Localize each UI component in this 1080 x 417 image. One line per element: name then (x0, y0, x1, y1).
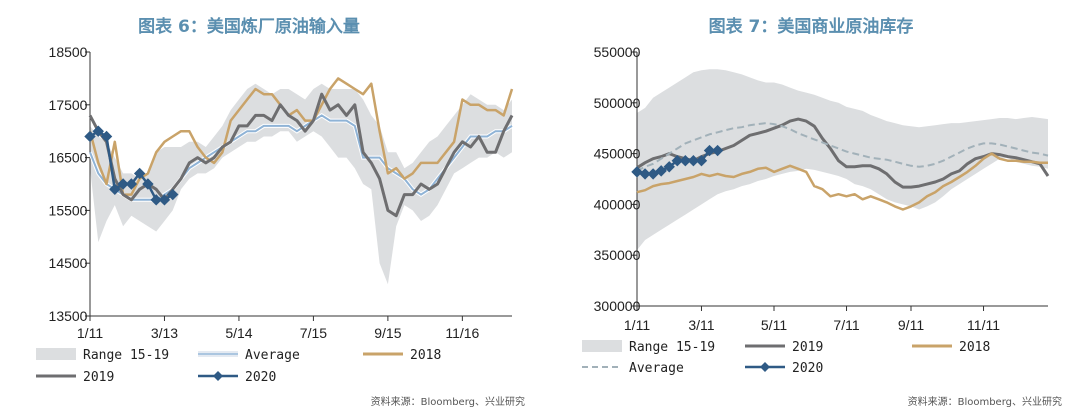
chart7-x-tick-label: 3/11 (688, 317, 714, 333)
legend-label: 2018 (410, 348, 441, 363)
chart6-point-2020 (117, 178, 129, 190)
chart7-x-tick-label: 1/11 (624, 317, 650, 333)
chart6-point-2020 (100, 130, 113, 143)
legend-label: Average (629, 361, 684, 376)
chart6-point-2020 (150, 194, 162, 206)
chart6-point-2020 (167, 188, 179, 201)
chart6-point-2020 (109, 183, 121, 195)
chart7-point-2020 (655, 165, 667, 177)
chart6-y-tick-label: 15500 (49, 202, 88, 218)
chart7-series-2018 (636, 152, 1048, 211)
chart7-x-tick-label: 11/11 (967, 317, 1000, 333)
chart7-source: 资料来源：Bloomberg、兴业研究 (908, 395, 1062, 408)
chart6-x-tick-label: 7/15 (300, 325, 327, 341)
chart7-point-2020 (631, 166, 643, 178)
chart7-point-2020 (679, 155, 692, 167)
chart7-series-average (636, 122, 1049, 172)
chart7-legend-item-range-15-19: Range 15-19 (582, 340, 715, 355)
chart6-point-2020 (142, 178, 154, 190)
chart7-x-tick-label: 5/11 (761, 317, 787, 333)
chart6-y-tick-label: 14500 (49, 255, 88, 271)
chart7-y-tick-label: 500000 (594, 95, 641, 111)
legend-label: 2019 (792, 340, 823, 355)
legend-label: Range 15-19 (629, 340, 715, 355)
chart6-x-tick-label: 9/15 (374, 325, 401, 341)
chart7-y-tick-label: 450000 (594, 146, 641, 162)
chart6-legend-item-range-15-19: Range 15-19 (36, 348, 169, 363)
chart6-x-tick-label: 3/13 (151, 325, 178, 341)
chart7-legend-item-2018: 2018 (912, 340, 990, 355)
chart6-x-tick-label: 11/16 (445, 325, 479, 341)
legend-label: Range 15-19 (83, 348, 169, 363)
legend-label: 2020 (792, 361, 823, 376)
chart6-legend-item-average: Average (198, 348, 300, 363)
chart6-legend-item-2019: 2019 (36, 370, 114, 385)
legend-label: Average (245, 348, 300, 363)
chart7-point-2020 (639, 168, 651, 180)
chart6-point-2020 (125, 178, 138, 190)
chart6-series-2018 (88, 77, 514, 196)
chart7: 550000 500000 450000 400000 350000 300000 1/11… (582, 44, 1050, 376)
chart6-point-2020 (92, 125, 104, 137)
chart7-legend-item-average: Average (582, 361, 684, 376)
chart6-title: 图表 6：美国炼厂原油输入量 (138, 16, 360, 37)
chart6-point-2020 (158, 194, 171, 206)
legend-marker (213, 371, 223, 381)
chart6-y-tick-label: 13500 (49, 308, 88, 324)
chart6-y-tick-label: 16500 (49, 150, 88, 166)
chart7-y-tick-label: 350000 (594, 247, 641, 263)
legend-label: 2020 (245, 370, 276, 385)
chart7-legend-item-2019: 2019 (745, 340, 823, 355)
chart6-y-tick-label: 17500 (49, 97, 88, 113)
legend-marker (760, 362, 770, 372)
chart7-point-2020 (703, 144, 716, 157)
chart6-y-tick-label: 18500 (49, 44, 88, 60)
chart7-point-2020 (687, 155, 700, 167)
chart6-legend-item-2020: 2020 (198, 370, 276, 385)
chart7-point-2020 (663, 161, 675, 173)
legend-label: 2018 (959, 340, 990, 355)
chart7-y-tick-label: 300000 (594, 298, 641, 314)
chart7-point-2020 (671, 155, 684, 167)
chart7-point-2020 (711, 144, 724, 157)
chart7-point-2020 (647, 168, 659, 180)
chart7-range-band (637, 69, 1048, 251)
chart7-x-tick-label: 7/11 (833, 317, 859, 333)
chart6-point-2020 (84, 130, 96, 143)
chart7-y-tick-label: 550000 (594, 44, 641, 60)
chart6-point-2020 (133, 167, 146, 180)
chart7-x-tick-label: 9/11 (898, 317, 924, 333)
chart6-x-tick-label: 1/11 (77, 325, 103, 341)
legend-label: 2019 (83, 370, 114, 385)
chart6-series-2019 (88, 92, 514, 218)
chart6-source: 资料来源：Bloomberg、兴业研究 (371, 395, 525, 408)
chart7-point-2020 (695, 155, 708, 167)
chart6-x-tick-label: 5/14 (225, 325, 252, 341)
legend-swatch (36, 348, 76, 360)
chart6-legend-item-2018: 2018 (363, 348, 441, 363)
chart7-title: 图表 7：美国商业原油库存 (709, 16, 914, 37)
chart7-y-tick-label: 400000 (594, 196, 641, 212)
legend-swatch (582, 340, 622, 352)
chart7-legend-item-2020: 2020 (745, 361, 823, 376)
